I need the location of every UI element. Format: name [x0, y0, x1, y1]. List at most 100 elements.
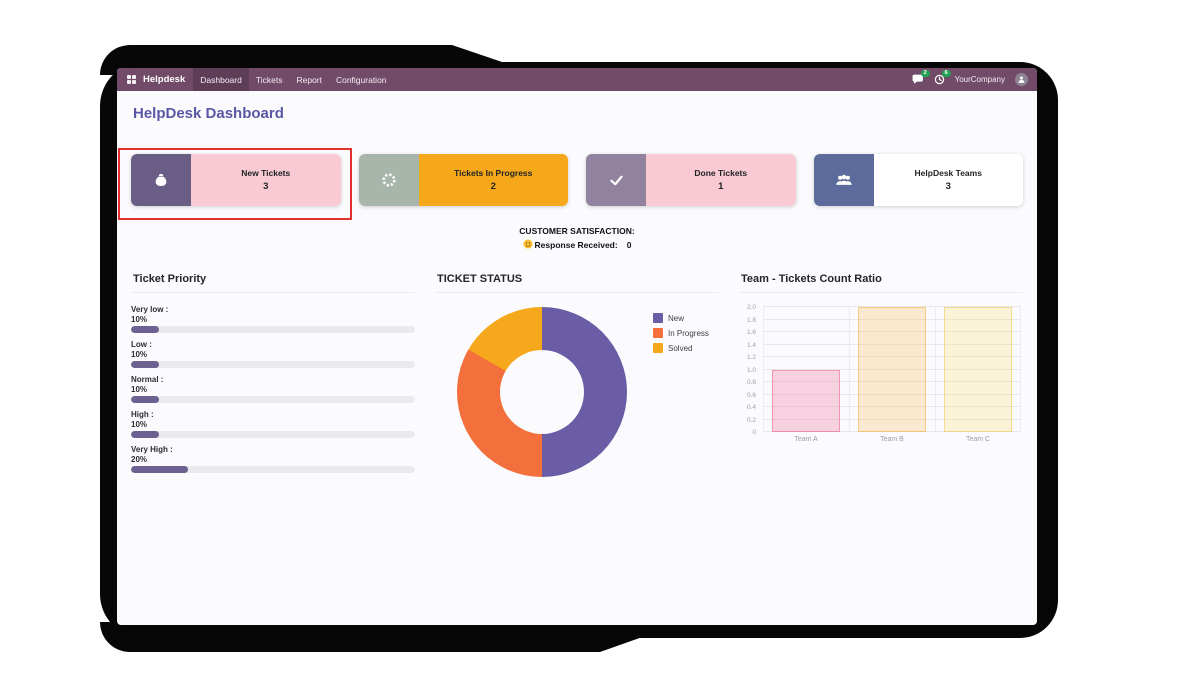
- priority-row-low: Low : 10%: [131, 340, 415, 368]
- response-received-value: 0: [626, 240, 632, 250]
- activities-clock-icon[interactable]: 6: [934, 70, 951, 85]
- y-axis: 0 0.2 0.4 0.6 0.8 1.0 1.2 1.4 1.6 1.8 2.0: [739, 304, 761, 436]
- nav-item-report[interactable]: Report: [296, 74, 322, 85]
- priority-label: Low :: [131, 340, 152, 349]
- kpi-card-done-tickets[interactable]: Done Tickets 1: [586, 154, 796, 206]
- user-avatar[interactable]: [1015, 73, 1028, 86]
- customer-satisfaction-title: CUSTOMER SATISFACTION:: [519, 226, 635, 236]
- pouch-icon: [131, 154, 191, 206]
- priority-progress-fill: [131, 466, 188, 473]
- legend-item-in-progress[interactable]: In Progress: [653, 328, 709, 338]
- check-icon: [586, 154, 646, 206]
- ticket-status-chart: New In Progress Solved: [435, 307, 719, 477]
- priority-percent: 10%: [131, 420, 148, 429]
- nav-item-configuration[interactable]: Configuration: [335, 74, 387, 85]
- kpi-value: 2: [490, 181, 496, 192]
- activities-badge: 6: [941, 70, 951, 77]
- priority-progressbar: [131, 431, 415, 438]
- priority-progress-fill: [131, 326, 160, 333]
- bar-team-c[interactable]: [944, 307, 1012, 432]
- messages-badge: 2: [920, 70, 930, 77]
- legend-item-new[interactable]: New: [653, 313, 709, 323]
- legend-item-solved[interactable]: Solved: [653, 343, 709, 353]
- team-icon: [813, 154, 874, 206]
- nav-item-tickets[interactable]: Tickets: [255, 74, 283, 85]
- gridline: [763, 406, 1021, 407]
- priority-percent: 10%: [131, 315, 148, 324]
- gridline: [763, 331, 1021, 332]
- y-tick-label: 1.4: [746, 341, 756, 349]
- gear-spinner-icon: [358, 154, 419, 206]
- device-frame-bottom-bezel: [100, 622, 685, 652]
- priority-progress-fill: [131, 431, 160, 438]
- priority-percent: 10%: [131, 385, 148, 394]
- priority-percent: 10%: [131, 350, 148, 359]
- y-tick-label: 1.6: [746, 329, 756, 336]
- company-switcher[interactable]: YourCompany: [954, 75, 1005, 84]
- ticket-priority-title: Ticket Priority: [131, 273, 415, 293]
- gridline: [763, 393, 1021, 395]
- y-tick-label: 0.8: [746, 379, 756, 386]
- ticket-status-donut[interactable]: [457, 307, 627, 477]
- gridline: [763, 318, 1021, 320]
- priority-row-very-low: Very low : 10%: [131, 305, 415, 333]
- legend-swatch-in-progress: [653, 328, 663, 338]
- kpi-card-helpdesk-teams[interactable]: HelpDesk Teams 3: [813, 154, 1023, 206]
- kpi-card-wrap-done: Done Tickets 1: [586, 154, 796, 206]
- bar-slot-team-c: [935, 307, 1021, 432]
- donut-legend: New In Progress Solved: [653, 313, 709, 358]
- main-navbar: Helpdesk Dashboard Tickets Report Config…: [117, 68, 1037, 91]
- kpi-value: 3: [945, 181, 951, 192]
- kpi-value: 3: [263, 181, 269, 192]
- apps-menu-icon[interactable]: [122, 68, 141, 91]
- ticket-status-section: TICKET STATUS New In Progress: [435, 273, 719, 480]
- gridline: [763, 431, 1021, 432]
- customer-satisfaction-block: CUSTOMER SATISFACTION: Response Received…: [131, 226, 1023, 251]
- bar-slot-team-a: [763, 307, 849, 432]
- y-tick-label: 0: [752, 429, 756, 436]
- y-tick-label: 0.2: [746, 416, 756, 424]
- priority-label: Normal :: [131, 375, 164, 384]
- team-ratio-chart: 0 0.2 0.4 0.6 0.8 1.0 1.2 1.4 1.6 1.8 2.0: [739, 304, 1023, 436]
- y-tick-label: 1.2: [746, 354, 756, 361]
- kpi-label: Tickets In Progress: [454, 168, 533, 178]
- y-tick-label: 0.6: [746, 391, 756, 399]
- page-title: HelpDesk Dashboard: [133, 105, 284, 122]
- y-tick-label: 1.8: [746, 316, 756, 324]
- kpi-value: 1: [718, 181, 724, 192]
- priority-progress-fill: [131, 361, 160, 368]
- charts-row: Ticket Priority Very low : 10% Low : 10%: [131, 273, 1023, 480]
- priority-label: High :: [131, 410, 154, 419]
- plot-area: [763, 306, 1021, 432]
- response-received-label: Response Received:: [534, 240, 618, 250]
- bar-team-b[interactable]: [858, 307, 926, 432]
- kpi-card-new-tickets[interactable]: New Tickets 3: [131, 154, 341, 206]
- priority-percent: 20%: [131, 455, 148, 464]
- customer-satisfaction-line: Response Received: 0: [131, 239, 1023, 251]
- gridline: [848, 307, 850, 432]
- nav-item-dashboard[interactable]: Dashboard: [193, 68, 249, 91]
- kpi-card-body: Tickets In Progress 2: [418, 154, 568, 206]
- bar-team-a[interactable]: [772, 369, 840, 432]
- gridline: [935, 307, 936, 432]
- navbar-left: Helpdesk Dashboard Tickets Report Config…: [122, 68, 394, 91]
- gridline: [763, 306, 1021, 307]
- legend-swatch-solved: [653, 343, 663, 353]
- priority-label: Very High :: [131, 445, 173, 454]
- priority-progressbar: [131, 466, 415, 473]
- app-brand[interactable]: Helpdesk: [143, 74, 186, 85]
- priority-progress-fill: [131, 396, 160, 403]
- ticket-priority-section: Ticket Priority Very low : 10% Low : 10%: [131, 273, 415, 480]
- gridline: [763, 343, 1021, 345]
- ticket-status-title: TICKET STATUS: [435, 273, 719, 293]
- kpi-card-tickets-in-progress[interactable]: Tickets In Progress 2: [358, 154, 568, 206]
- kpi-label: New Tickets: [241, 168, 291, 178]
- x-axis-labels: Team A Team B Team C: [763, 436, 1021, 443]
- messages-icon[interactable]: 2: [912, 70, 930, 85]
- dashboard-content: HelpDesk Dashboard New Tickets 3: [117, 91, 1037, 625]
- kpi-card-body: HelpDesk Teams 3: [873, 154, 1023, 206]
- legend-swatch-new: [653, 313, 663, 323]
- priority-row-high: High : 10%: [131, 410, 415, 438]
- gridline: [763, 356, 1021, 357]
- priority-row-normal: Normal : 10%: [131, 375, 415, 403]
